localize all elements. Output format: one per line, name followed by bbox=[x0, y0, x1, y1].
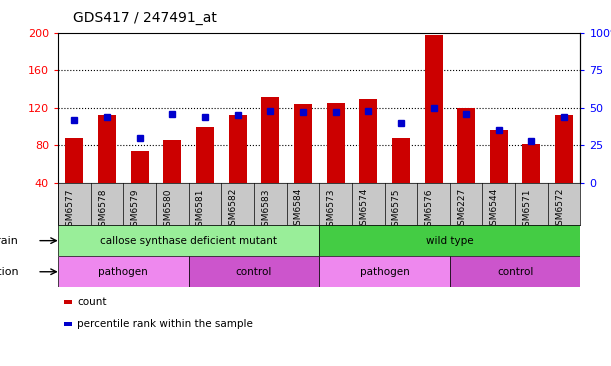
Bar bbox=[555, 115, 573, 183]
Bar bbox=[163, 140, 181, 183]
Bar bbox=[58, 225, 320, 256]
Bar bbox=[65, 138, 83, 183]
Text: GSM6582: GSM6582 bbox=[229, 188, 238, 231]
Text: wild type: wild type bbox=[426, 236, 474, 246]
Text: GSM6574: GSM6574 bbox=[359, 188, 368, 231]
Bar bbox=[522, 143, 541, 183]
Text: GSM6544: GSM6544 bbox=[490, 188, 499, 231]
Bar bbox=[189, 256, 320, 287]
Bar bbox=[320, 256, 450, 287]
Text: GSM6575: GSM6575 bbox=[392, 188, 401, 232]
Text: GSM6573: GSM6573 bbox=[326, 188, 335, 232]
Text: GSM6577: GSM6577 bbox=[65, 188, 75, 232]
Text: GSM6578: GSM6578 bbox=[98, 188, 107, 232]
Text: GSM6583: GSM6583 bbox=[262, 188, 270, 232]
Text: callose synthase deficient mutant: callose synthase deficient mutant bbox=[100, 236, 277, 246]
Text: GSM6581: GSM6581 bbox=[196, 188, 205, 232]
Bar bbox=[320, 225, 580, 256]
Text: pathogen: pathogen bbox=[98, 267, 148, 277]
Bar bbox=[58, 256, 189, 287]
Text: GDS417 / 247491_at: GDS417 / 247491_at bbox=[73, 11, 217, 25]
Bar bbox=[425, 35, 442, 183]
Text: GSM6580: GSM6580 bbox=[163, 188, 172, 232]
Text: GSM6571: GSM6571 bbox=[522, 188, 532, 232]
Text: GSM6227: GSM6227 bbox=[457, 188, 466, 231]
Text: control: control bbox=[497, 267, 533, 277]
Bar bbox=[294, 104, 312, 183]
Text: percentile rank within the sample: percentile rank within the sample bbox=[77, 319, 253, 329]
Text: GSM6576: GSM6576 bbox=[425, 188, 434, 232]
Bar bbox=[392, 138, 410, 183]
Bar bbox=[131, 151, 148, 183]
Text: GSM6572: GSM6572 bbox=[555, 188, 564, 231]
Text: GSM6579: GSM6579 bbox=[131, 188, 140, 232]
Text: pathogen: pathogen bbox=[360, 267, 409, 277]
Text: count: count bbox=[77, 297, 106, 307]
Bar bbox=[229, 115, 247, 183]
Bar bbox=[327, 103, 345, 183]
Text: GSM6584: GSM6584 bbox=[294, 188, 303, 231]
Bar bbox=[457, 108, 475, 183]
Text: strain: strain bbox=[0, 236, 18, 246]
Bar bbox=[262, 97, 279, 183]
Bar bbox=[490, 131, 508, 183]
Bar bbox=[98, 116, 116, 183]
Bar bbox=[359, 98, 377, 183]
Bar bbox=[450, 256, 580, 287]
Text: control: control bbox=[236, 267, 272, 277]
Text: infection: infection bbox=[0, 267, 18, 277]
Bar bbox=[196, 127, 214, 183]
